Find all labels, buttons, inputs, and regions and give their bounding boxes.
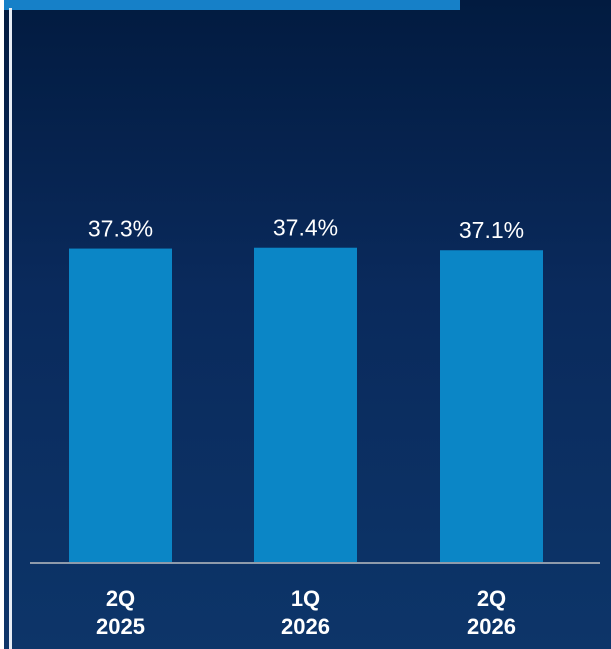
value-labels-group: 37.3% 37.4% 37.1% — [88, 215, 524, 244]
category-label-1-line-0: 1Q — [291, 586, 320, 611]
value-label-2: 37.1% — [459, 217, 524, 243]
category-label-1-line-1: 2026 — [281, 614, 330, 639]
top-accent-strip — [0, 0, 460, 10]
bar-2 — [440, 250, 543, 563]
category-labels-group: 2Q 2025 1Q 2026 2Q 2026 — [96, 586, 516, 639]
value-label-0: 37.3% — [88, 216, 153, 242]
category-label-0-line-1: 2025 — [96, 614, 145, 639]
category-label-2-line-1: 2026 — [467, 614, 516, 639]
bar-1 — [254, 247, 357, 563]
value-label-1: 37.4% — [273, 215, 338, 241]
left-edge-border — [0, 0, 4, 649]
bar-0 — [69, 248, 172, 563]
left-vertical-rule — [9, 8, 12, 649]
category-label-2-line-0: 2Q — [477, 586, 506, 611]
category-label-0-line-0: 2Q — [106, 586, 135, 611]
bars-group — [69, 247, 543, 563]
